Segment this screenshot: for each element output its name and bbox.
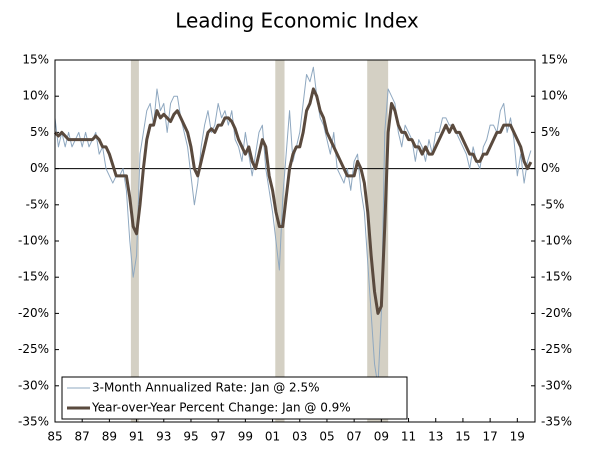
recession-band: [275, 60, 285, 422]
x-tick-label: 11: [401, 430, 416, 444]
y-tick-label: 0%: [30, 161, 49, 175]
x-tick-label: 97: [211, 430, 226, 444]
x-tick-label: 01: [265, 430, 280, 444]
y2-tick-label: -15%: [541, 270, 572, 284]
y2-tick-label: -35%: [541, 415, 572, 429]
x-tick-label: 19: [510, 430, 525, 444]
x-tick-label: 09: [374, 430, 389, 444]
y-tick-label: 10%: [22, 89, 49, 103]
x-tick-label: 15: [455, 430, 470, 444]
series-line: [54, 66, 532, 387]
y-tick-label: 15%: [22, 53, 49, 67]
y2-tick-label: 15%: [541, 53, 568, 67]
y-tick-label: -25%: [18, 342, 49, 356]
x-tick-label: 87: [75, 430, 90, 444]
y-tick-label: -15%: [18, 270, 49, 284]
y2-tick-label: -20%: [541, 306, 572, 320]
legend: 3-Month Annualized Rate: Jan @ 2.5% Year-…: [61, 376, 408, 420]
y-tick-label: -35%: [18, 415, 49, 429]
y2-tick-label: -30%: [541, 378, 572, 392]
legend-box: [61, 376, 408, 420]
y2-tick-label: 10%: [541, 89, 568, 103]
y-tick-label: -30%: [18, 378, 49, 392]
chart-title: Leading Economic Index: [175, 9, 419, 33]
recession-band: [130, 60, 139, 422]
y2-tick-label: -25%: [541, 342, 572, 356]
y-tick-label: 5%: [30, 125, 49, 139]
y2-tick-label: 0%: [541, 161, 560, 175]
legend-label: Year-over-Year Percent Change: Jan @ 0.9…: [91, 401, 351, 415]
y-tick-label: -20%: [18, 306, 49, 320]
series-line: [53, 87, 533, 315]
x-tick-label: 85: [47, 430, 62, 444]
legend-label: 3-Month Annualized Rate: Jan @ 2.5%: [92, 381, 320, 395]
x-tick-label: 13: [428, 430, 443, 444]
y2-tick-label: 5%: [541, 125, 560, 139]
y2-tick-label: -10%: [541, 234, 572, 248]
y2-tick-label: -5%: [541, 197, 564, 211]
y-tick-label: -10%: [18, 234, 49, 248]
x-tick-label: 07: [347, 430, 362, 444]
x-tick-label: 89: [102, 430, 117, 444]
y-tick-label: -5%: [26, 197, 49, 211]
plot-frame: [54, 59, 536, 423]
x-tick-label: 03: [292, 430, 307, 444]
x-tick-label: 91: [129, 430, 144, 444]
x-tick-label: 17: [482, 430, 497, 444]
x-tick-label: 95: [183, 430, 198, 444]
x-tick-label: 99: [238, 430, 253, 444]
x-tick-label: 05: [319, 430, 334, 444]
x-tick-label: 93: [156, 430, 171, 444]
